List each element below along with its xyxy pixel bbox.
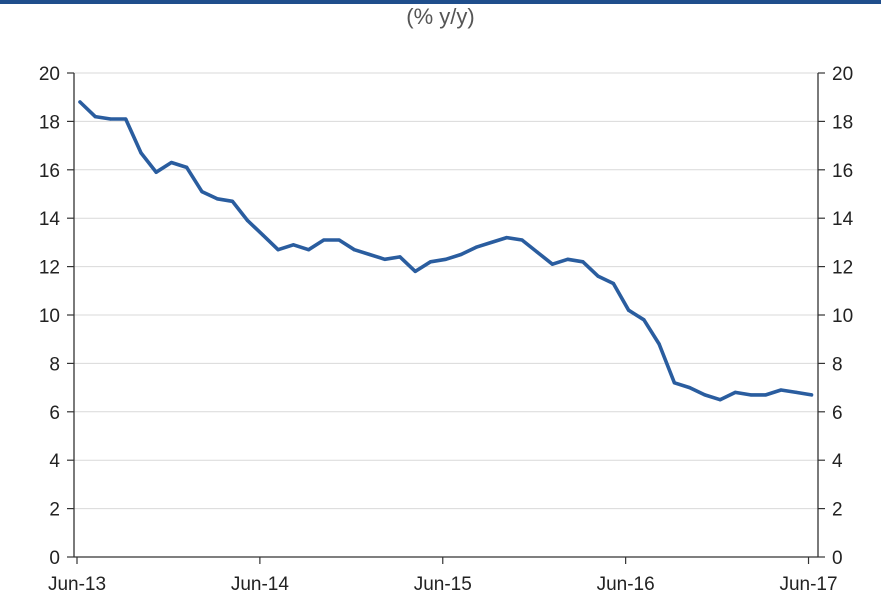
data-point xyxy=(733,390,737,394)
y-tick-label: 8 xyxy=(49,354,60,375)
data-point xyxy=(688,386,692,390)
y2-tick-label: 10 xyxy=(832,306,853,327)
y-tick-label: 6 xyxy=(49,403,60,424)
y2-tick-label: 6 xyxy=(832,403,843,424)
data-point xyxy=(368,252,372,257)
y2-tick-label: 8 xyxy=(832,354,843,375)
y2-tick-label: 12 xyxy=(832,258,853,279)
series-line xyxy=(78,100,814,402)
data-point xyxy=(139,151,143,155)
y-tick-label: 14 xyxy=(39,209,61,230)
data-point xyxy=(459,252,463,257)
y2-tick-label: 16 xyxy=(832,161,853,182)
data-point xyxy=(764,393,768,397)
data-point xyxy=(428,260,433,264)
data-point xyxy=(489,240,494,244)
x-tick-label: Jun-14 xyxy=(231,574,290,595)
data-point xyxy=(307,248,311,252)
data-point xyxy=(474,245,478,249)
y-tick-label: 4 xyxy=(49,451,60,472)
data-point xyxy=(642,318,646,322)
data-point xyxy=(337,238,341,242)
chart-subtitle: (% y/y) xyxy=(406,4,475,29)
data-point xyxy=(779,388,783,392)
y2-tick-label: 2 xyxy=(832,500,843,521)
data-point xyxy=(809,393,814,397)
data-point xyxy=(535,250,539,254)
data-point xyxy=(93,115,97,119)
data-point xyxy=(794,390,798,394)
data-point xyxy=(124,117,128,121)
data-point xyxy=(444,257,448,261)
x-tick-label: Jun-17 xyxy=(779,574,837,595)
data-point xyxy=(611,281,616,286)
data-point xyxy=(230,199,234,203)
data-point xyxy=(703,393,707,397)
data-point xyxy=(383,257,387,261)
y-tick-label: 18 xyxy=(39,112,60,133)
data-point xyxy=(276,248,280,252)
data-point xyxy=(154,170,158,174)
data-point xyxy=(169,160,173,165)
data-point xyxy=(566,257,570,261)
data-point xyxy=(322,238,326,242)
data-point xyxy=(749,393,753,397)
x-tick-label: Jun-13 xyxy=(48,574,106,595)
data-point xyxy=(672,381,677,385)
y-tick-label: 20 xyxy=(39,64,60,85)
data-point xyxy=(596,274,600,278)
y-tick-label: 0 xyxy=(49,548,60,569)
data-point xyxy=(718,398,722,402)
data-point xyxy=(505,236,509,240)
x-tick-label: Jun-16 xyxy=(597,574,655,595)
data-point xyxy=(550,262,555,266)
data-point xyxy=(657,342,661,346)
data-point xyxy=(581,260,585,264)
data-point xyxy=(246,219,250,223)
data-point xyxy=(185,165,189,169)
y-tick-label: 2 xyxy=(49,500,60,521)
data-point xyxy=(291,243,295,247)
y2-tick-label: 0 xyxy=(832,548,843,569)
data-point xyxy=(200,190,204,194)
data-point xyxy=(78,100,82,104)
data-point xyxy=(352,248,356,252)
y-tick-label: 16 xyxy=(39,161,60,182)
data-point xyxy=(215,197,219,201)
data-point xyxy=(108,117,113,121)
y2-tick-label: 18 xyxy=(832,112,853,133)
data-point xyxy=(627,308,631,312)
data-point xyxy=(520,238,524,242)
top-rule xyxy=(0,0,881,4)
y2-tick-label: 14 xyxy=(832,209,854,230)
data-point xyxy=(261,233,265,237)
x-tick-label: Jun-15 xyxy=(414,574,472,595)
data-point xyxy=(398,255,402,259)
y-tick-label: 10 xyxy=(39,306,60,327)
data-point xyxy=(413,269,417,273)
y-tick-label: 12 xyxy=(39,258,60,279)
y2-tick-label: 4 xyxy=(832,451,843,472)
y2-tick-label: 20 xyxy=(832,64,853,85)
